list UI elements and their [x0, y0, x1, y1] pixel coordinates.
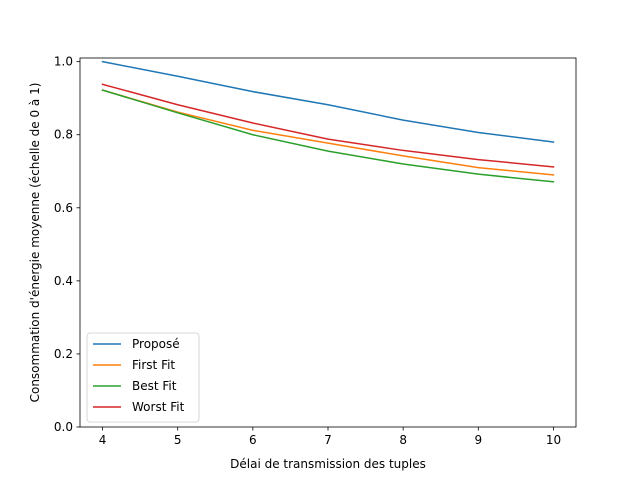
- y-axis-label: Consommation d'énergie moyenne (échelle …: [28, 83, 42, 403]
- x-tick-label: 10: [546, 433, 561, 447]
- y-axis: 0.0 0.2 0.4 0.6 0.8 1.0: [54, 55, 80, 434]
- y-tick-label: 0.0: [54, 420, 73, 434]
- series-layer: [101, 60, 555, 183]
- series-line: [101, 83, 555, 168]
- legend-label: Proposé: [132, 337, 180, 351]
- series-line: [101, 89, 555, 183]
- x-axis: 4 5 6 7 8 9 10: [99, 427, 561, 447]
- legend: Proposé First Fit Best Fit Worst Fit: [86, 332, 200, 423]
- x-tick-label: 9: [474, 433, 482, 447]
- x-tick-label: 6: [249, 433, 257, 447]
- legend-label: Best Fit: [132, 379, 177, 393]
- y-tick-label: 0.4: [54, 274, 73, 288]
- y-tick-label: 1.0: [54, 55, 73, 69]
- x-tick-label: 7: [324, 433, 332, 447]
- legend-label: First Fit: [132, 358, 175, 372]
- series-line: [101, 60, 555, 143]
- y-tick-label: 0.2: [54, 347, 73, 361]
- x-tick-label: 4: [99, 433, 107, 447]
- y-tick-label: 0.6: [54, 201, 73, 215]
- y-tick-label: 0.8: [54, 128, 73, 142]
- legend-box: [86, 332, 200, 423]
- x-tick-label: 8: [399, 433, 407, 447]
- x-tick-label: 5: [174, 433, 182, 447]
- x-axis-label: Délai de transmission des tuples: [230, 457, 426, 471]
- legend-label: Worst Fit: [132, 400, 185, 414]
